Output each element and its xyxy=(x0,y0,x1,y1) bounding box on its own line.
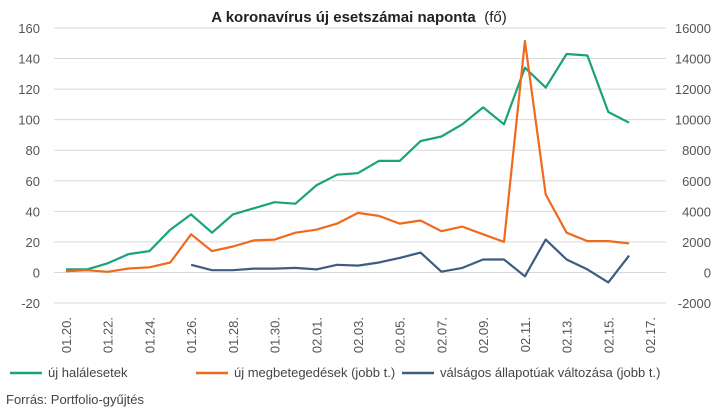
legend-label-2: új megbetegedések (jobb t.) xyxy=(234,365,395,380)
y-right-tick-label: 2000 xyxy=(682,235,711,250)
series-line-3 xyxy=(190,238,630,284)
y-left-tick-label: 20 xyxy=(26,235,40,250)
y-right-tick-label: 14000 xyxy=(675,52,711,67)
y-axis-right: -2000 0 2000 4000 6000 8000 10000 12000 14000 160… xyxy=(675,21,711,311)
x-tick-label: 02.03. xyxy=(351,317,366,353)
y-right-tick-label: 10000 xyxy=(675,113,711,128)
legend-label-1: új halálesetek xyxy=(48,365,128,380)
y-left-tick-label: 80 xyxy=(26,143,40,158)
y-right-tick-label: 12000 xyxy=(675,82,711,97)
y-left-tick-label: 0 xyxy=(33,265,40,280)
x-axis: 01.20. 01.22. 01.24. 01.26. 01.28. 01.30. 02.0… xyxy=(59,317,658,353)
series-lines xyxy=(65,39,630,284)
x-tick-label: 02.13. xyxy=(560,317,575,353)
y-left-tick-label: 160 xyxy=(18,21,40,36)
y-left-tick-label: 100 xyxy=(18,113,40,128)
x-tick-label: 01.20. xyxy=(59,317,74,353)
x-tick-label: 01.28. xyxy=(226,317,241,353)
chart-title: A koronavírus új esetszámai naponta (fő) xyxy=(211,9,506,26)
x-tick-label: 02.05. xyxy=(393,317,408,353)
x-tick-label: 01.30. xyxy=(268,317,283,353)
x-tick-label: 01.24. xyxy=(142,317,157,353)
series-line-2 xyxy=(65,39,630,273)
x-tick-label: 02.17. xyxy=(643,317,658,353)
gridlines xyxy=(54,27,666,304)
chart-title-unit: (fő) xyxy=(484,9,507,26)
chart-title-main: A koronavírus új esetszámai naponta xyxy=(211,9,476,26)
legend: új halálesetek új megbetegedések (jobb t.… xyxy=(10,365,660,380)
y-left-tick-label: 140 xyxy=(18,52,40,67)
y-right-tick-label: 4000 xyxy=(682,204,711,219)
x-tick-label: 02.15. xyxy=(601,317,616,353)
x-tick-label: 02.11. xyxy=(518,317,533,352)
series-line-1 xyxy=(66,52,630,271)
y-left-tick-label: 40 xyxy=(26,204,40,219)
legend-label-3: válságos állapotúak változása (jobb t.) xyxy=(440,365,660,380)
y-right-tick-label: 16000 xyxy=(675,21,711,36)
y-right-tick-label: 8000 xyxy=(682,143,711,158)
x-tick-label: 02.07. xyxy=(434,317,449,353)
y-left-tick-label: -20 xyxy=(21,296,40,311)
x-tick-label: 02.09. xyxy=(476,317,491,353)
x-tick-label: 02.01. xyxy=(309,317,324,353)
y-left-tick-label: 60 xyxy=(26,174,40,189)
y-right-tick-label: -2000 xyxy=(678,296,711,311)
y-right-tick-label: 6000 xyxy=(682,174,711,189)
source-note: Forrás: Portfolio-gyűjtés xyxy=(6,392,144,407)
y-left-tick-label: 120 xyxy=(18,82,40,97)
x-tick-label: 01.22. xyxy=(101,317,116,353)
y-axis-left: -20 0 20 40 60 80 100 120 140 160 xyxy=(18,21,40,311)
y-right-tick-label: 0 xyxy=(704,265,711,280)
x-tick-label: 01.26. xyxy=(184,317,199,353)
